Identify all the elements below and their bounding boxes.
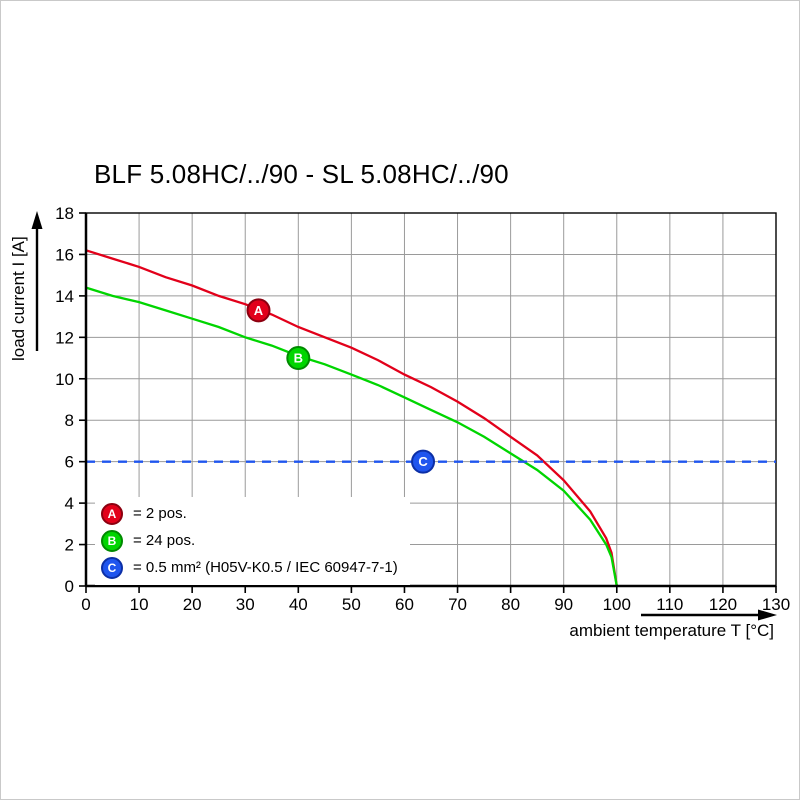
legend-label-b: = 24 pos. <box>133 532 196 549</box>
y-tick-label: 6 <box>65 453 74 472</box>
y-tick-label: 2 <box>65 536 74 555</box>
x-axis-label: ambient temperature T [°C] <box>569 621 774 640</box>
x-tick-label: 70 <box>448 595 467 614</box>
series-b-line <box>85 286 618 587</box>
x-tick-label: 100 <box>603 595 631 614</box>
curve-marker-a: A <box>246 298 271 323</box>
x-tick-label: 40 <box>289 595 308 614</box>
axis-ticks-and-labels: 0 10 20 30 40 50 60 70 80 90 100 110 120 130 0 2 4 6 8 10 12… <box>55 204 790 614</box>
x-tick-label: 60 <box>395 595 414 614</box>
y-tick-label: 10 <box>55 370 74 389</box>
legend-label-c: = 0.5 mm² (H05V-K0.5 / IEC 60947-7-1) <box>133 559 398 576</box>
legend-item-b: B = 24 pos. <box>101 527 398 554</box>
gridlines <box>86 213 776 586</box>
legend-marker-b-icon: B <box>101 529 123 552</box>
x-tick-label: 80 <box>501 595 520 614</box>
y-axis-arrow <box>31 211 43 351</box>
x-tick-label: 20 <box>183 595 202 614</box>
curve-marker-c: C <box>411 449 436 474</box>
legend-item-a: A = 2 pos. <box>101 500 398 527</box>
svg-text:B: B <box>294 351 303 366</box>
chart-title: BLF 5.08HC/../90 - SL 5.08HC/../90 <box>94 159 509 189</box>
legend-label-a: = 2 pos. <box>133 505 187 522</box>
x-tick-label: 0 <box>81 595 90 614</box>
x-tick-label: 90 <box>554 595 573 614</box>
svg-text:C: C <box>418 454 428 469</box>
series-a-line <box>85 249 618 587</box>
y-tick-label: 8 <box>65 411 74 430</box>
x-tick-label: 10 <box>130 595 149 614</box>
y-tick-label: 18 <box>55 204 74 223</box>
y-tick-label: 16 <box>55 245 74 264</box>
x-tick-label: 130 <box>762 595 790 614</box>
legend-item-c: C = 0.5 mm² (H05V-K0.5 / IEC 60947-7-1) <box>101 554 398 581</box>
y-tick-label: 0 <box>65 577 74 596</box>
x-tick-label: 110 <box>656 595 683 614</box>
y-tick-label: 14 <box>55 287 74 306</box>
legend-marker-a-icon: A <box>101 502 123 525</box>
x-tick-label: 30 <box>236 595 255 614</box>
x-tick-label: 50 <box>342 595 361 614</box>
svg-text:A: A <box>254 303 264 318</box>
y-tick-label: 12 <box>55 328 74 347</box>
x-tick-label: 120 <box>709 595 737 614</box>
curve-marker-b: B <box>286 346 311 371</box>
legend: A = 2 pos. B = 24 pos. C = 0.5 mm² (H05V… <box>95 497 410 585</box>
legend-marker-c-icon: C <box>101 556 123 579</box>
x-axis-arrow <box>641 609 777 621</box>
y-tick-label: 4 <box>65 494 74 513</box>
